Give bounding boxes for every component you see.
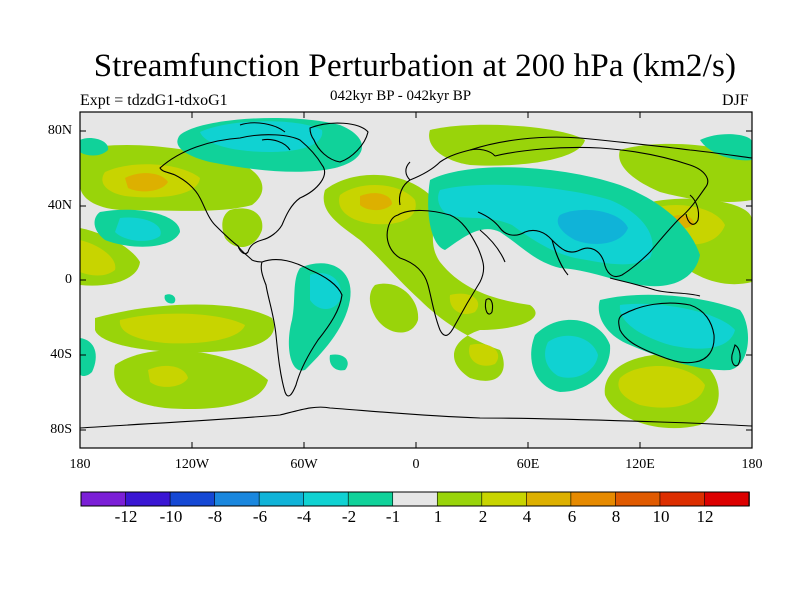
positive-region (369, 283, 419, 333)
colorbar-label: 2 (478, 507, 488, 526)
colorbar (80, 491, 750, 507)
lat-label: 40S (50, 347, 72, 362)
coast-central-america (237, 245, 263, 263)
colorbar-swatch (125, 491, 171, 507)
negative-core (310, 273, 341, 309)
negative-region (80, 338, 96, 376)
colorbar-label: -1 (385, 507, 401, 526)
positive-region (619, 143, 752, 203)
coast-australia (618, 302, 715, 364)
coast-japan (685, 194, 700, 225)
season-label: DJF (722, 92, 749, 109)
colorbar-label: -6 (252, 507, 268, 526)
axis-ticks (80, 112, 752, 448)
negative-core (115, 217, 161, 241)
colorbar-swatch (214, 491, 260, 507)
negative-region (329, 354, 348, 371)
positive-peak (360, 193, 392, 211)
colorbar-swatch (169, 491, 216, 507)
lon-label: 180 (741, 457, 763, 472)
coastlines (80, 122, 752, 429)
colorbar-swatch (570, 491, 617, 507)
positive-region (114, 350, 269, 410)
coast-europe (398, 148, 496, 206)
negative-region (164, 294, 176, 304)
coast-antarctica (80, 406, 752, 429)
positive-peak (125, 173, 168, 192)
colorbar-label: -2 (341, 507, 357, 526)
negative-region (700, 134, 752, 161)
colorbar-swatch (258, 491, 305, 507)
colorbar-swatch (347, 491, 394, 507)
negative-region (80, 138, 109, 156)
lon-label: 60W (290, 457, 318, 472)
coast-indonesia (609, 277, 701, 297)
coast-greenland (309, 122, 369, 163)
negative-core (200, 121, 323, 152)
lat-label: 40N (47, 198, 72, 213)
colorbar-label: 1 (433, 507, 443, 526)
colorbar-swatch (704, 491, 750, 507)
colorbar-swatch (303, 491, 350, 507)
positive-core (618, 365, 705, 408)
positive-core (469, 343, 499, 366)
positive-region (222, 208, 263, 248)
positive-core (449, 293, 479, 315)
coast-south-america (260, 259, 343, 397)
colorbar-swatch (436, 491, 483, 507)
colorbar-swatch (481, 491, 528, 507)
colorbar-label: 4 (522, 507, 532, 526)
colorbar-frame (80, 491, 750, 507)
lon-label: 60E (516, 457, 540, 472)
period-label: 042kyr BP - 042kyr BP (330, 88, 472, 104)
lat-label: 80S (50, 422, 72, 437)
lat-label: 0 (65, 272, 72, 287)
contour-fields (80, 117, 752, 429)
negative-core (545, 335, 598, 378)
page-title: Streamfunction Perturbation at 200 hPa (… (93, 48, 737, 84)
lon-label: 180 (69, 457, 91, 472)
positive-core (80, 240, 116, 276)
coast-new-zealand (731, 344, 741, 367)
coast-arctic-russia (469, 136, 752, 159)
colorbar-label: -12 (114, 507, 138, 526)
colorbar-label: -4 (296, 507, 312, 526)
coast-arabia-india (479, 229, 569, 276)
coast-arctic-islands (239, 122, 291, 151)
coast-north-america (159, 134, 326, 255)
positive-core (148, 365, 188, 387)
lat-label: 80N (47, 123, 72, 138)
lon-label: 120W (174, 457, 210, 472)
colorbar-label: 10 (652, 507, 670, 526)
colorbar-swatch (392, 491, 439, 507)
colorbar-label: -10 (159, 507, 183, 526)
positive-core (119, 313, 245, 344)
colorbar-label: 8 (611, 507, 621, 526)
negative-core (438, 184, 653, 265)
colorbar-swatch (80, 491, 127, 507)
coast-asia (477, 146, 709, 278)
negative-peak (557, 209, 628, 244)
colorbar-label: 6 (567, 507, 577, 526)
lon-label: 120E (625, 457, 655, 472)
positive-region (323, 174, 536, 381)
colorbar-label: 12 (696, 507, 714, 526)
coast-madagascar (484, 298, 494, 315)
coast-africa (386, 209, 485, 336)
lon-label: 0 (412, 457, 420, 472)
colorbar-label: -8 (207, 507, 223, 526)
positive-region (429, 124, 585, 166)
colorbar-swatch (659, 491, 706, 507)
colorbar-swatch (615, 491, 661, 507)
experiment-label: Expt = tdzdG1-tdxoG1 (80, 92, 228, 109)
colorbar-swatch (526, 491, 572, 507)
